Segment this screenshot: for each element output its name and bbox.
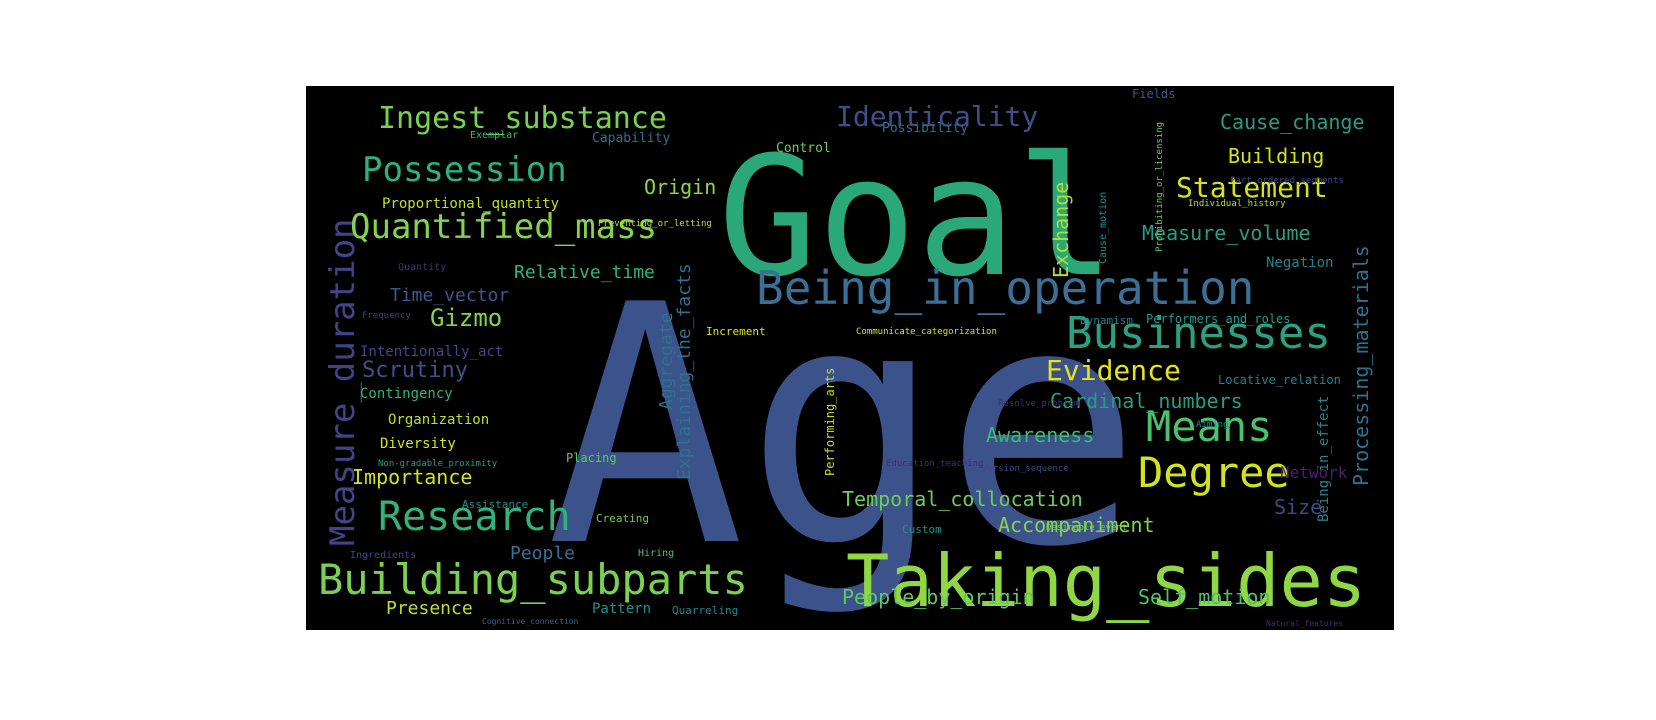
word-people-by-origin: People_by_origin <box>842 585 1035 609</box>
word-age: Age <box>546 235 1142 619</box>
word-awareness: Awareness <box>986 423 1094 447</box>
word-businesses: Businesses <box>1066 308 1331 359</box>
word-resolve-problem: Resolve_problem <box>998 399 1079 409</box>
word-proportional-quantity: Proportional_quantity <box>382 196 559 212</box>
word-fields: Fields <box>1132 87 1175 101</box>
word-intentionally-act: Intentionally_act <box>360 344 503 360</box>
word-organization: Organization <box>388 412 489 428</box>
word-ingredients: Ingredients <box>350 550 416 561</box>
word-measure-volume: Measure_volume <box>1142 221 1311 245</box>
word-creating: Creating <box>596 512 649 525</box>
word-taking-sides: Taking_sides <box>846 539 1366 623</box>
word-hiring: Hiring <box>638 548 674 559</box>
word-capability: Capability <box>592 131 670 146</box>
word-custom: Custom <box>902 523 942 536</box>
word-exchange: Exchange <box>1049 182 1073 278</box>
word-exemplar: Exemplar <box>470 130 518 141</box>
word-cloud: Age Goal Taking_sides Being_in_operation Bus… <box>306 86 1394 630</box>
word-self-motion: Self_motion <box>1138 585 1270 609</box>
word-cause-motion: Cause_motion <box>1098 192 1109 264</box>
word-relative-time: Relative_time <box>514 262 655 283</box>
word-diversity: Diversity <box>380 436 456 452</box>
word-origin: Origin <box>644 175 716 199</box>
word-negation: Negation <box>1266 255 1333 271</box>
word-measure-duration: Measure_duration <box>323 218 363 546</box>
word-frequency: Frequency <box>362 311 411 321</box>
word-increment: Increment <box>706 325 766 338</box>
word-placing: Placing <box>566 451 617 465</box>
word-explaining-the-facts: Explaining_the_facts <box>674 263 695 480</box>
word-building: Building <box>1228 144 1324 168</box>
word-size: Size <box>1274 495 1322 519</box>
word-being-in-effect: Being_in_effect <box>1316 396 1332 522</box>
word-aiming: Aiming <box>1196 420 1229 430</box>
word-part-ordered-segments: Part_ordered_segments <box>1230 176 1344 186</box>
word-version-sequence: Version_sequence <box>982 464 1069 474</box>
word-possibility: Possibility <box>882 121 968 136</box>
word-education-teaching: Education_teaching <box>886 459 984 469</box>
word-evidence: Evidence <box>1046 354 1181 387</box>
word-control: Control <box>776 141 831 156</box>
word-quantified-mass: Quantified_mass <box>350 207 657 247</box>
word-prohibiting-or-licensing: Prohibiting_or_licensing <box>1155 122 1165 252</box>
word-possession: Possession <box>362 150 567 190</box>
word-accompaniment: Accompaniment <box>998 513 1155 537</box>
word-importance: Importance <box>352 465 472 489</box>
word-preventing-or-letting: Preventing_or_letting <box>598 219 712 229</box>
word-assistance: Assistance <box>462 498 528 511</box>
word-communicate-categorization: Communicate_categorization <box>856 327 997 337</box>
word-scrutiny: Scrutiny <box>362 358 468 383</box>
word-being-in-operation: Being_in_operation <box>756 261 1255 315</box>
word-means: Means <box>1146 402 1272 451</box>
word-statement: Statement <box>1176 171 1328 204</box>
word-cardinal-numbers: Cardinal_numbers <box>1050 389 1243 413</box>
word-goal: Goal <box>718 121 1115 313</box>
word-time-vector: Time_vector <box>390 285 509 306</box>
word-cognitive-connection: Cognitive_connection <box>482 617 579 626</box>
word-dynamism: Dynamism <box>1080 314 1133 327</box>
word-aggregate: Aggregate <box>656 312 677 410</box>
word-presence: Presence <box>386 598 473 619</box>
word-processing-materials: Processing_materials <box>1349 245 1373 486</box>
word-people: People <box>510 543 575 564</box>
word-cause-change: Cause_change <box>1220 110 1365 134</box>
word-locative-relation: Locative_relation <box>1218 373 1341 387</box>
word-desirable-event: Desirable_event <box>1046 523 1127 533</box>
word-identicality: Identicality <box>836 100 1038 133</box>
word-individual-history: Individual_history <box>1188 199 1286 209</box>
word-temporal-collocation: Temporal_collocation <box>842 487 1083 511</box>
word-ingest-substance: Ingest_substance <box>378 101 667 136</box>
word-degree: Degree <box>1138 448 1290 497</box>
word-research: Research <box>378 494 571 540</box>
word-performers-and-roles: Performers_and_roles <box>1146 312 1291 326</box>
word-pattern: Pattern <box>592 601 651 617</box>
word-natural-features: Natural_features <box>1266 619 1343 628</box>
word-network: Network <box>1280 463 1348 482</box>
word-gizmo: Gizmo <box>430 304 502 332</box>
word-quantity: Quantity <box>398 262 446 273</box>
word-non-gradable-proximity: Non-gradable_proximity <box>378 459 498 469</box>
word-building-subparts: Building_subparts <box>318 555 748 604</box>
word-quarreling: Quarreling <box>672 604 738 617</box>
word-contingency: Contingency <box>360 386 453 402</box>
word-performing-arts: Performing_arts <box>823 368 837 476</box>
